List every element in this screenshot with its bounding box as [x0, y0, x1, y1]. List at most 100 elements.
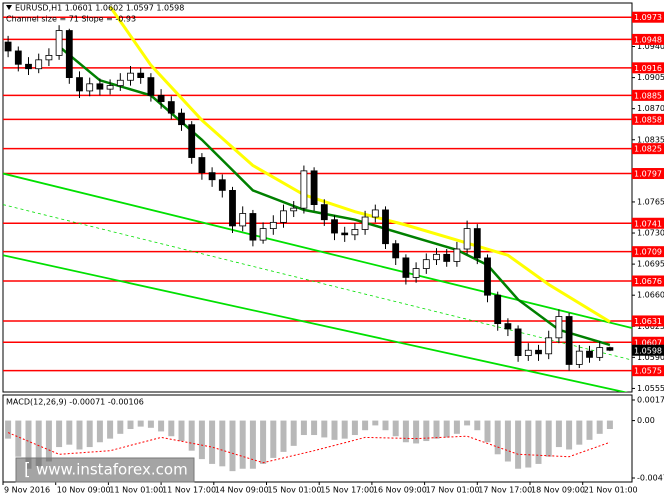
level-label: 1.0948: [634, 35, 662, 44]
watermark: www.instaforex.com: [36, 461, 188, 479]
macd-bar: [158, 420, 165, 432]
macd-bar: [341, 420, 348, 439]
macd-bar: [107, 420, 114, 439]
candle-body: [76, 77, 83, 92]
macd-bar: [566, 420, 573, 450]
level-tag: [632, 168, 664, 180]
macd-bar: [494, 420, 501, 455]
macd-bar: [464, 420, 471, 426]
watermark-bracket: [: [24, 460, 31, 480]
macd-bar: [260, 420, 267, 464]
macd-bar: [382, 420, 389, 431]
macd-bar: [453, 420, 460, 434]
macd-bar: [280, 420, 287, 452]
level-label: 1.0797: [634, 170, 662, 179]
macd-bar: [137, 420, 144, 427]
macd-bar: [96, 420, 103, 443]
macd-bar: [402, 420, 409, 443]
x-tick-label: 11 Nov 01:00: [109, 486, 163, 495]
candle-body: [106, 85, 114, 90]
x-tick-label: 9 Nov 2016: [4, 486, 50, 495]
level-tag: [632, 315, 664, 327]
macd-bar: [219, 420, 226, 467]
candle-body: [157, 94, 165, 102]
candle-body: [188, 124, 196, 158]
level-tag: [632, 246, 664, 258]
macd-bar: [239, 420, 246, 469]
macd-bar: [535, 420, 542, 464]
level-label: 1.0973: [634, 13, 662, 22]
candle-body: [484, 257, 491, 296]
y-tick-label: 1.0765: [637, 197, 664, 206]
candle-body: [514, 328, 522, 356]
indicator-line: [58, 45, 611, 347]
macd-bar: [168, 420, 175, 437]
macd-bar: [86, 420, 93, 448]
candle-body: [269, 221, 277, 229]
candle-body: [280, 210, 287, 223]
macd-bar: [586, 420, 593, 440]
candle-body: [422, 259, 430, 269]
macd-bar: [474, 420, 481, 431]
y-tick-label: 1.0660: [637, 291, 664, 300]
x-tick-label: 18 Nov 09:00: [531, 486, 585, 495]
candle-body: [473, 228, 481, 259]
candle-body: [524, 349, 532, 356]
candle-body: [167, 101, 175, 114]
level-label: 1.0575: [634, 367, 662, 376]
macd-bar: [229, 420, 236, 472]
macd-bar: [5, 420, 12, 439]
macd-bar: [178, 420, 185, 442]
x-tick-label: 17 Nov 01:00: [426, 486, 480, 495]
macd-bar: [56, 420, 63, 448]
macd-title: MACD(12,26,9) -0.00071 -0.00106: [6, 398, 144, 407]
candle-body: [463, 228, 471, 250]
level-tag: [632, 11, 664, 23]
candle-body: [249, 213, 257, 241]
indicator-line: [7, 432, 611, 464]
candle-body: [504, 323, 512, 330]
level-label: 1.0916: [634, 64, 662, 73]
channel-line: [3, 254, 629, 392]
level-label: 1.0858: [634, 115, 662, 124]
chart-subtitle: Channel size = 71 Slope = -0.93: [6, 15, 136, 24]
candle-body: [147, 77, 155, 96]
macd-tick-label: -0.00477: [637, 474, 664, 483]
macd-bar: [76, 420, 83, 450]
level-tag: [632, 62, 664, 74]
macd-bar: [117, 420, 124, 434]
candle-body: [402, 257, 410, 278]
macd-bar: [596, 420, 603, 434]
candle-body: [96, 83, 104, 90]
candle-body: [606, 347, 614, 351]
candle-body: [596, 347, 604, 358]
macd-bar: [576, 420, 583, 445]
candle-body: [575, 350, 583, 365]
macd-bar: [351, 420, 358, 436]
x-tick-label: 17 Nov 17:00: [478, 486, 532, 495]
chart-title: EURUSD,H1 1.0601 1.0602 1.0597 1.0598: [15, 4, 184, 13]
level-label: 1.0676: [634, 277, 662, 286]
level-label: 1.0825: [634, 145, 662, 154]
candle-body: [25, 63, 32, 70]
candle-body: [198, 157, 206, 174]
candle-body: [218, 179, 226, 191]
macd-bar: [290, 420, 297, 446]
candle-body: [494, 294, 502, 325]
macd-bar: [392, 420, 399, 437]
macd-bar: [15, 420, 22, 457]
indicator-line: [108, 5, 611, 324]
candle-body: [443, 253, 451, 262]
candle-body: [565, 316, 573, 365]
y-tick-label: 1.0835: [637, 135, 664, 144]
x-tick-label: 10 Nov 09:00: [57, 486, 111, 495]
x-tick-label: 16 Nov 09:00: [373, 486, 427, 495]
macd-tick-label: 0.00: [637, 416, 655, 425]
candle-body: [229, 189, 236, 227]
macd-bar: [300, 420, 307, 436]
candle-body: [300, 170, 308, 209]
watermark-box: [15, 457, 195, 483]
candle-body: [331, 219, 338, 234]
macd-bar: [331, 420, 338, 440]
level-label: 1.0709: [634, 248, 662, 257]
